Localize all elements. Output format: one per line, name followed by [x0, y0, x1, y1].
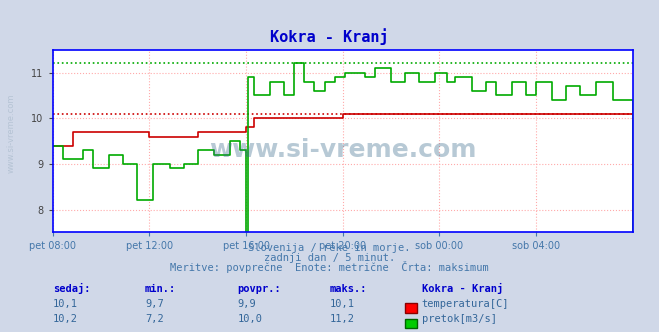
- Text: temperatura[C]: temperatura[C]: [422, 299, 509, 309]
- Text: 7,2: 7,2: [145, 314, 163, 324]
- Text: Kokra - Kranj: Kokra - Kranj: [270, 28, 389, 45]
- Text: Kokra - Kranj: Kokra - Kranj: [422, 283, 503, 294]
- Text: 10,2: 10,2: [53, 314, 78, 324]
- Text: www.si-vreme.com: www.si-vreme.com: [209, 138, 476, 162]
- Text: pretok[m3/s]: pretok[m3/s]: [422, 314, 497, 324]
- Text: 10,1: 10,1: [330, 299, 355, 309]
- Text: Slovenija / reke in morje.: Slovenija / reke in morje.: [248, 243, 411, 253]
- Text: 10,1: 10,1: [53, 299, 78, 309]
- Text: 9,9: 9,9: [237, 299, 256, 309]
- Text: min.:: min.:: [145, 284, 176, 294]
- Text: povpr.:: povpr.:: [237, 284, 281, 294]
- Text: Meritve: povprečne  Enote: metrične  Črta: maksimum: Meritve: povprečne Enote: metrične Črta:…: [170, 261, 489, 273]
- Text: maks.:: maks.:: [330, 284, 367, 294]
- Text: 11,2: 11,2: [330, 314, 355, 324]
- Text: 9,7: 9,7: [145, 299, 163, 309]
- Text: zadnji dan / 5 minut.: zadnji dan / 5 minut.: [264, 253, 395, 263]
- Text: 10,0: 10,0: [237, 314, 262, 324]
- Text: www.si-vreme.com: www.si-vreme.com: [7, 93, 16, 173]
- Text: sedaj:: sedaj:: [53, 283, 90, 294]
